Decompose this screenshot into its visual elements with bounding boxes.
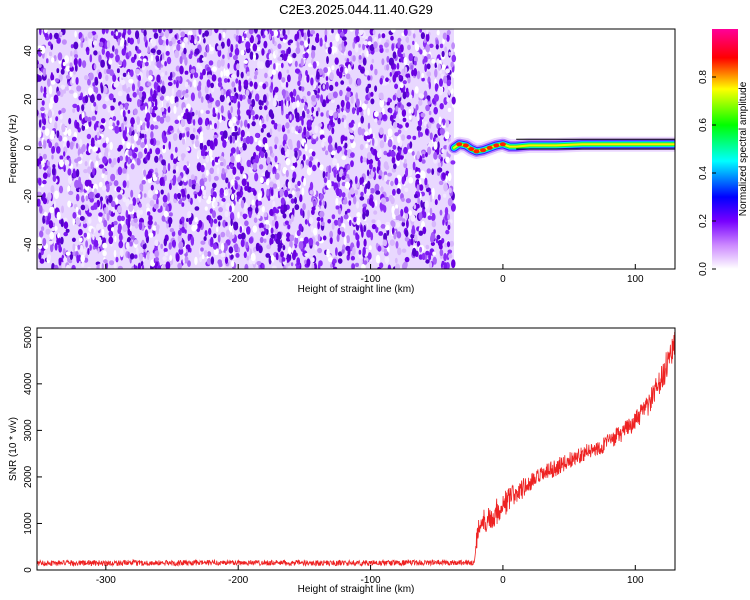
snr-x-tick-label: -300 (96, 575, 116, 586)
spectrogram-frame (36, 28, 676, 270)
snr-series-line (37, 331, 675, 568)
colorbar: 0.0 0.2 0.4 0.6 0.8 Normalized spectral ampl… (698, 29, 749, 276)
spectrogram-x-tick-label: 0 (500, 274, 506, 285)
signal-peak (462, 143, 469, 148)
spectrogram-x-tick-label: -100 (361, 274, 381, 285)
snr-y-tick-label: 0 (23, 567, 34, 573)
snr-frame (36, 327, 676, 571)
spectrogram-y-tick-label: 20 (23, 93, 34, 105)
colorbar-tick-label: 0.0 (698, 262, 709, 276)
snr-y-tick-label: 4000 (23, 372, 34, 395)
signal-peak (468, 147, 475, 151)
colorbar-tick-label: 0.8 (698, 70, 709, 84)
snr-x-tick-label: -200 (228, 575, 248, 586)
snr-plot-area (37, 331, 675, 568)
snr-x-tick-label: -100 (361, 575, 381, 586)
snr-y-tick-label: 5000 (23, 326, 34, 349)
spectrogram-y-axis-label: Frequency (Hz) (8, 115, 19, 184)
snr-panel: -300 -200 -100 0 100 0 1000 2000 3000 4000 5000 H… (8, 326, 676, 595)
spectrogram-y-tick-label: -20 (23, 189, 34, 204)
snr-x-ticks: -300 -200 -100 0 100 (96, 565, 644, 586)
spectrogram-x-ticks: -300 -200 -100 0 100 (96, 264, 644, 285)
spectrogram-y-tick-label: 40 (23, 45, 34, 57)
spectrogram-x-tick-label: -300 (96, 274, 116, 285)
noise-speckle (37, 29, 457, 269)
signal-peak (486, 145, 493, 150)
snr-y-tick-label: 3000 (23, 419, 34, 442)
colorbar-tick-label: 0.2 (698, 214, 709, 228)
snr-x-tick-label: 100 (627, 575, 644, 586)
snr-y-axis-label: SNR (10 * v/v) (8, 417, 19, 481)
colorbar-gradient (712, 29, 738, 269)
colorbar-tick-label: 0.4 (698, 166, 709, 180)
spectrogram-x-axis-label: Height of straight line (km) (298, 284, 415, 295)
colorbar-label: Normalized spectral amplitude (738, 81, 749, 216)
colorbar-ticks: 0.0 0.2 0.4 0.6 0.8 (698, 70, 716, 276)
signal-peak (473, 149, 480, 154)
snr-x-axis-label: Height of straight line (km) (298, 584, 415, 595)
snr-x-tick-label: 0 (500, 575, 506, 586)
signal-peak (480, 148, 487, 153)
signal-peak (493, 143, 500, 148)
figure-title: C2E3.2025.044.11.40.G29 (279, 2, 433, 17)
spectrogram-x-tick-label: -200 (228, 274, 248, 285)
spectrogram-y-ticks: -40 -20 0 20 40 (23, 45, 42, 252)
spectrogram-y-tick-label: 0 (23, 145, 34, 151)
signal-peak (456, 142, 463, 147)
signal-peak (499, 142, 506, 147)
spectrogram-y-tick-label: -40 (23, 237, 34, 252)
colorbar-tick-label: 0.6 (698, 118, 709, 132)
spectrogram-x-tick-label: 100 (627, 274, 644, 285)
spectrogram-plot-area (37, 29, 675, 269)
snr-y-ticks: 0 1000 2000 3000 4000 5000 (23, 326, 42, 573)
signal-band (446, 136, 675, 159)
snr-y-tick-label: 2000 (23, 465, 34, 488)
snr-y-tick-label: 1000 (23, 512, 34, 535)
